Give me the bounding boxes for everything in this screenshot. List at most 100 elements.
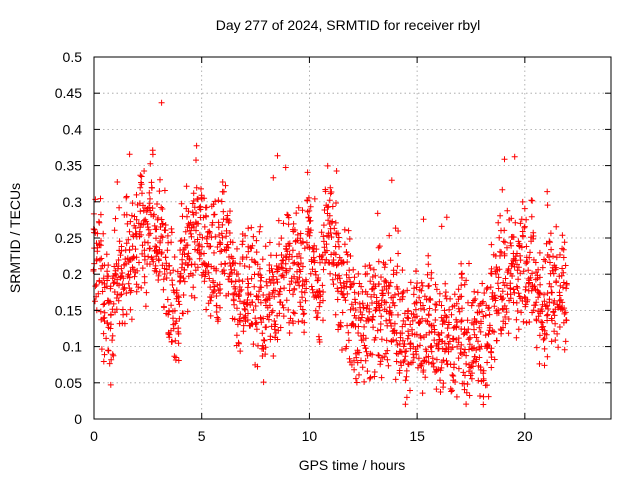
data-point bbox=[129, 200, 136, 207]
data-point bbox=[436, 290, 443, 297]
data-point bbox=[480, 370, 487, 377]
data-point bbox=[346, 355, 353, 362]
data-point bbox=[129, 243, 136, 250]
data-point bbox=[252, 303, 259, 309]
data-point bbox=[145, 253, 152, 260]
data-point bbox=[541, 298, 548, 305]
data-point bbox=[182, 245, 188, 251]
data-point bbox=[263, 278, 270, 285]
data-point bbox=[388, 323, 395, 329]
data-point bbox=[519, 298, 526, 304]
data-point bbox=[98, 346, 105, 353]
data-point bbox=[464, 317, 471, 324]
data-point bbox=[303, 239, 310, 246]
data-point bbox=[400, 358, 407, 365]
data-point bbox=[407, 387, 413, 394]
data-point bbox=[237, 348, 244, 355]
data-point bbox=[231, 267, 238, 274]
data-point bbox=[508, 215, 515, 222]
data-point bbox=[186, 255, 193, 262]
data-point bbox=[278, 252, 285, 258]
data-point bbox=[364, 302, 371, 309]
data-point bbox=[505, 330, 512, 337]
data-point bbox=[510, 286, 517, 293]
data-point bbox=[362, 357, 369, 364]
data-point bbox=[159, 234, 166, 241]
data-point bbox=[268, 265, 275, 272]
data-point bbox=[165, 307, 172, 314]
y-tick-label: 0.2 bbox=[63, 266, 83, 282]
data-point bbox=[280, 274, 287, 281]
data-point bbox=[542, 258, 549, 265]
data-point bbox=[348, 361, 355, 368]
data-point bbox=[448, 311, 455, 318]
data-point bbox=[94, 248, 101, 255]
data-point bbox=[119, 270, 126, 276]
data-point bbox=[283, 268, 290, 274]
data-point bbox=[505, 316, 512, 322]
data-point bbox=[500, 238, 507, 245]
data-point bbox=[359, 364, 366, 371]
data-point bbox=[509, 273, 516, 279]
data-point bbox=[391, 291, 398, 298]
data-point bbox=[399, 296, 406, 303]
data-point bbox=[172, 337, 179, 344]
data-point bbox=[413, 299, 420, 306]
data-point bbox=[471, 316, 478, 322]
data-point bbox=[380, 290, 386, 297]
data-point bbox=[225, 276, 232, 283]
data-point bbox=[125, 236, 132, 243]
data-point bbox=[530, 229, 537, 236]
data-point bbox=[285, 212, 291, 219]
data-point bbox=[541, 291, 547, 298]
data-point bbox=[451, 361, 458, 368]
data-point bbox=[184, 308, 191, 315]
data-point bbox=[555, 344, 562, 351]
data-point bbox=[410, 291, 417, 298]
data-point bbox=[438, 302, 445, 309]
data-point bbox=[466, 346, 472, 353]
data-point bbox=[237, 298, 243, 305]
data-point bbox=[383, 286, 390, 292]
data-point bbox=[404, 335, 411, 342]
data-point bbox=[418, 279, 425, 286]
data-point bbox=[282, 253, 289, 260]
data-point bbox=[507, 295, 514, 302]
data-point bbox=[361, 323, 368, 330]
data-point bbox=[535, 313, 542, 320]
data-point bbox=[548, 283, 555, 290]
data-point bbox=[421, 306, 428, 313]
data-point bbox=[266, 295, 273, 302]
data-point bbox=[522, 301, 529, 308]
data-point bbox=[463, 352, 470, 359]
data-point bbox=[561, 346, 568, 353]
data-point bbox=[295, 279, 301, 285]
data-point bbox=[279, 302, 286, 308]
data-point bbox=[426, 305, 433, 312]
data-point bbox=[382, 350, 389, 357]
data-point bbox=[463, 401, 470, 408]
data-point bbox=[320, 222, 327, 229]
data-point bbox=[533, 299, 540, 306]
data-point bbox=[428, 269, 435, 276]
data-point bbox=[384, 356, 391, 363]
data-point bbox=[367, 374, 374, 381]
data-point bbox=[309, 286, 316, 293]
data-point bbox=[539, 319, 546, 326]
data-point bbox=[294, 231, 301, 238]
data-point bbox=[562, 262, 569, 269]
data-point bbox=[243, 254, 250, 261]
data-point bbox=[295, 204, 302, 211]
data-point bbox=[391, 320, 398, 327]
data-point bbox=[532, 259, 539, 266]
data-point bbox=[419, 390, 426, 397]
data-point bbox=[103, 335, 110, 342]
data-point bbox=[126, 151, 133, 158]
data-point bbox=[530, 307, 537, 314]
data-point bbox=[417, 318, 424, 325]
data-point bbox=[100, 230, 107, 237]
data-point bbox=[425, 359, 432, 366]
data-point bbox=[122, 256, 129, 263]
data-point bbox=[445, 348, 452, 355]
data-point bbox=[291, 273, 298, 280]
